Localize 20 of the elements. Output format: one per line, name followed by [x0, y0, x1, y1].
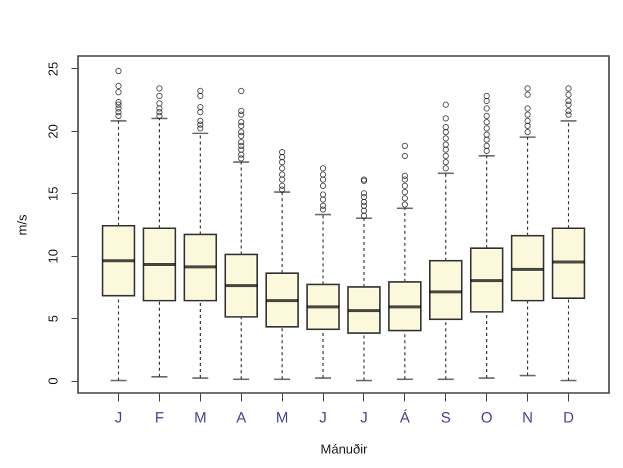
y-tick-label: 10	[46, 248, 60, 264]
x-tick-label: Á	[400, 408, 410, 426]
x-tick-label: J	[114, 410, 122, 426]
y-tick-label: 15	[46, 186, 60, 202]
y-tick-label: 20	[46, 124, 60, 139]
x-tick-label: N	[522, 410, 534, 426]
x-tick-label: M	[276, 410, 288, 426]
x-tick-label: D	[563, 410, 574, 426]
y-tick-label: 0	[46, 377, 60, 385]
x-axis-title: Mánuðir	[320, 442, 368, 456]
x-tick-label: S	[440, 410, 451, 426]
x-tick-label: M	[194, 410, 207, 426]
x-tick-label: A	[236, 410, 246, 426]
y-tick-label: 25	[46, 62, 60, 76]
y-tick-label: 5	[46, 314, 60, 322]
y-axis-title: m/s	[14, 214, 30, 236]
x-tick-label: O	[480, 410, 493, 426]
x-tick-label: F	[154, 410, 164, 426]
x-tick-label: J	[360, 410, 368, 426]
x-tick-label: J	[319, 410, 327, 426]
